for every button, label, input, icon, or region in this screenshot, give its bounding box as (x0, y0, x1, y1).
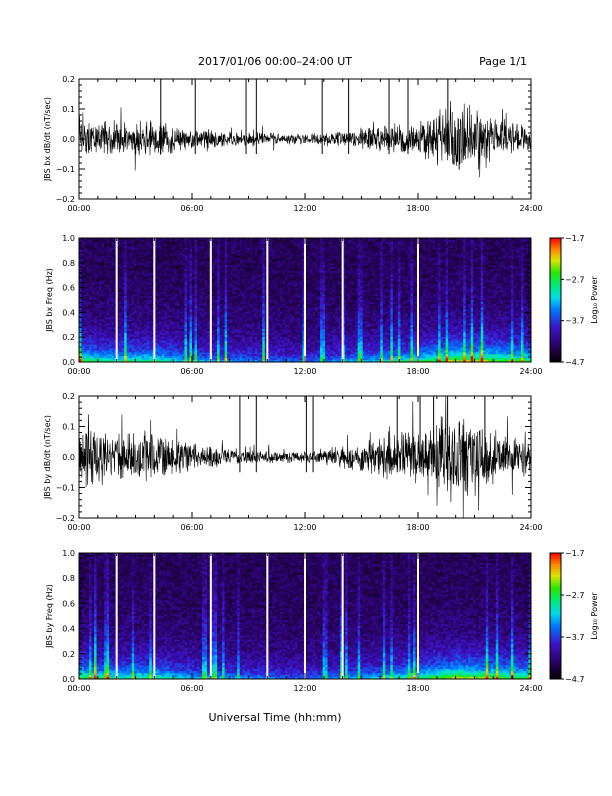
dbdt-trace-line (79, 101, 531, 178)
y-tick-label: −0.1 (56, 165, 75, 174)
x-tick-label: 18:00 (406, 204, 429, 213)
bx-dbdt-y-label: JBS bx dB/dt (nT/sec) (43, 97, 52, 182)
x-tick-label: 12:00 (293, 204, 316, 213)
bx-dbdt-trace (79, 79, 531, 177)
x-tick-label: 06:00 (180, 204, 203, 213)
page-indicator: Page 1/1 (479, 55, 527, 68)
bx-spectrogram-cells (79, 238, 531, 362)
y-tick-label: 0.1 (62, 105, 75, 114)
plot-canvas: 2017/01/06 00:00–24:00 UT Page 1/1 Unive… (0, 0, 612, 792)
bx-dbdt-panel: 00:00 06:00 12:00 18:00 24:00 0.2 0.1 0.0 −0.1 −0… (43, 75, 543, 213)
magnetometer-summary-plot: 2017/01/06 00:00–24:00 UT Page 1/1 Unive… (0, 0, 612, 792)
y-tick-label: 0.2 (62, 75, 75, 84)
plot-title: 2017/01/06 00:00–24:00 UT (198, 55, 352, 68)
x-axis-title: Universal Time (hh:mm) (209, 711, 342, 724)
y-tick-label: 0.0 (62, 135, 75, 144)
x-tick-label: 24:00 (519, 204, 542, 213)
y-tick-label: −0.2 (56, 195, 75, 204)
x-tick-label: 00:00 (67, 204, 90, 213)
